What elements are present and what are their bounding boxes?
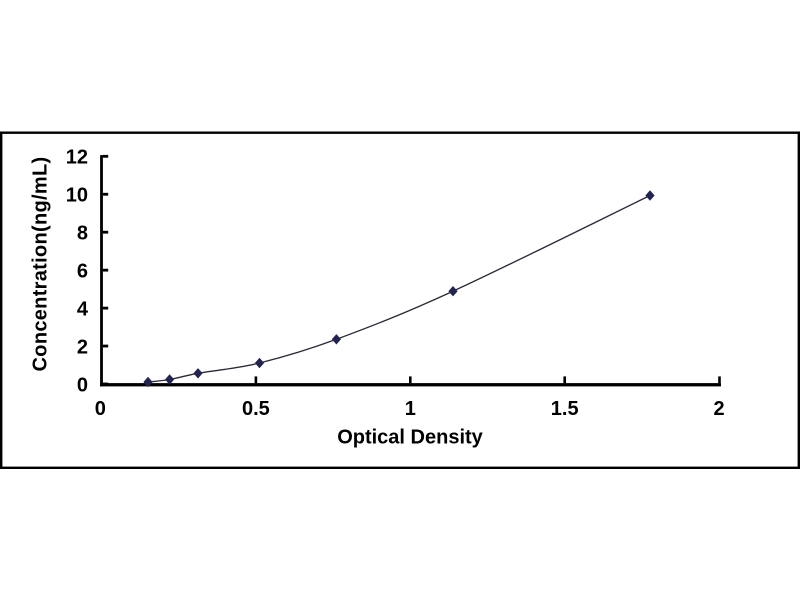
svg-text:Optical Density: Optical Density — [337, 426, 483, 448]
svg-text:1: 1 — [405, 398, 416, 420]
svg-text:0: 0 — [95, 398, 106, 420]
svg-text:6: 6 — [77, 260, 88, 282]
svg-text:2: 2 — [77, 336, 88, 358]
svg-text:12: 12 — [66, 147, 88, 169]
svg-text:4: 4 — [77, 298, 89, 320]
svg-text:10: 10 — [66, 185, 88, 207]
svg-text:0: 0 — [77, 374, 88, 396]
svg-text:Concentration(ng/mL): Concentration(ng/mL) — [30, 157, 52, 372]
svg-text:8: 8 — [77, 223, 88, 245]
svg-text:2: 2 — [714, 398, 725, 420]
svg-text:0.5: 0.5 — [242, 398, 270, 420]
svg-text:1.5: 1.5 — [551, 398, 579, 420]
